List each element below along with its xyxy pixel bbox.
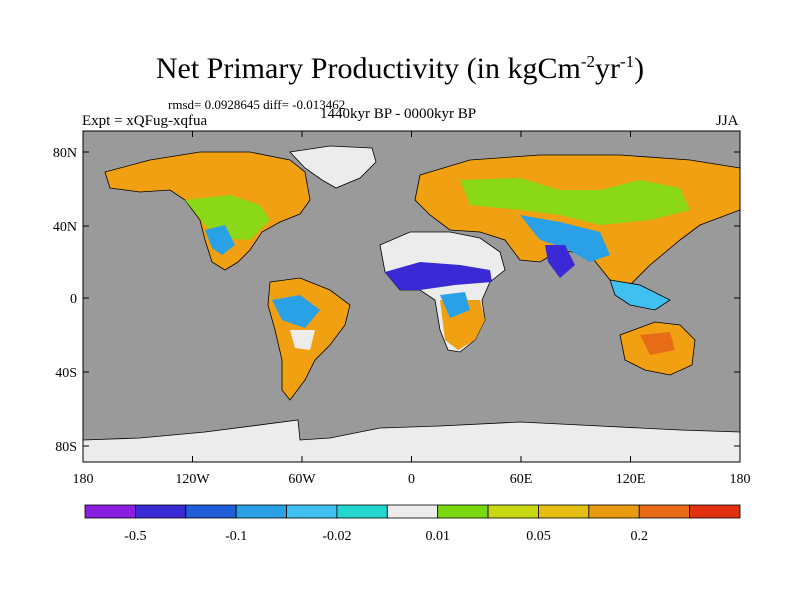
lon-tick-label: 120W <box>175 472 210 487</box>
rmsd-diff-stats: rmsd= 0.0928645 diff= -0.013462 <box>168 97 346 112</box>
period-label: 1440kyr BP - 0000kyr BP <box>320 106 477 122</box>
lon-tick-label: 60W <box>288 472 316 487</box>
plot-title: Net Primary Productivity (in kgCm-2yr-1) <box>155 52 645 85</box>
colorbar-swatch <box>134 504 187 519</box>
africa-sahel-purple <box>385 262 492 290</box>
colorbar-swatch <box>185 504 237 519</box>
colorbar-swatch <box>638 504 691 519</box>
southeast-asia-landmass <box>609 279 671 311</box>
colorbar-swatch <box>336 504 388 519</box>
lat-tick-label: 40N <box>53 220 77 235</box>
lat-tick-label: 80N <box>53 146 77 161</box>
season-label: JJA <box>716 113 739 129</box>
colorbar-label: 0.05 <box>526 529 551 544</box>
colorbar-label: 0.2 <box>630 529 648 544</box>
lon-tick-label: 180 <box>730 472 751 487</box>
colorbar-label: -0.5 <box>124 529 146 544</box>
eurasia-green <box>460 178 690 225</box>
lon-tick-label: 60E <box>510 472 533 487</box>
colorbar-label: -0.1 <box>225 529 247 544</box>
colorbar-swatch <box>538 504 590 519</box>
south-america-white <box>290 330 315 350</box>
lon-tick-label: 120E <box>616 472 646 487</box>
lat-tick-label: 0 <box>70 292 77 307</box>
map-area <box>83 131 740 462</box>
experiment-label: Expt = xQFug-xqfua <box>82 113 208 129</box>
lat-tick-label: 40S <box>55 366 77 381</box>
south-america-blue <box>272 295 320 328</box>
colorbar-swatch <box>235 504 287 519</box>
greenland-landmass <box>289 145 377 189</box>
colorbar-swatch <box>437 504 489 519</box>
lon-tick-label: 180 <box>73 472 94 487</box>
lon-tick-label: 0 <box>408 472 415 487</box>
colorbar-swatch <box>689 504 741 519</box>
colorbar: -0.5 -0.1 -0.02 0.01 0.05 0.2 <box>84 504 741 544</box>
north-america-blue <box>205 225 235 255</box>
india-purple <box>545 245 575 278</box>
colorbar-label: 0.01 <box>425 529 450 544</box>
australia-red <box>640 332 675 355</box>
lat-tick-label: 80S <box>55 440 77 455</box>
north-america-green <box>185 195 270 240</box>
axis-ticks: 80N 40N 0 40S 80S 180 120W 60W 0 60E 120E 180 <box>53 131 751 487</box>
colorbar-label: -0.02 <box>322 529 351 544</box>
colorbar-swatch <box>588 504 640 519</box>
colorbar-swatch <box>84 504 136 519</box>
antarctica-landmass <box>83 419 740 462</box>
eurasia-blue <box>520 215 610 262</box>
colorbar-swatch <box>487 504 539 519</box>
colorbar-swatch <box>386 504 439 519</box>
colorbar-swatch <box>286 504 338 519</box>
africa-south-blue <box>440 292 470 318</box>
